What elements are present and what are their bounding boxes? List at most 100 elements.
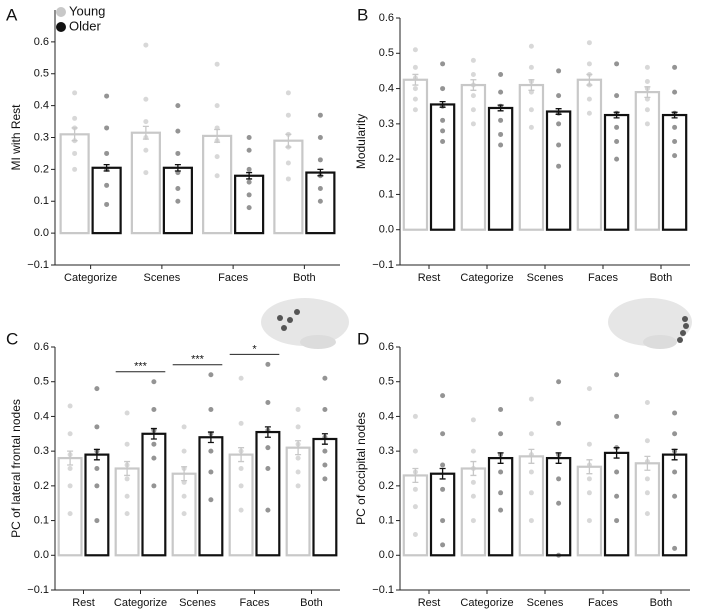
data-point	[214, 125, 220, 131]
x-tick-label: Both	[650, 597, 673, 609]
error-bar	[497, 104, 504, 112]
data-point	[672, 89, 678, 95]
data-point	[238, 483, 244, 489]
y-tick-label: −0.1	[372, 584, 394, 596]
data-point	[285, 144, 291, 150]
data-point	[614, 139, 620, 144]
data-point	[295, 455, 301, 461]
data-point	[440, 61, 446, 67]
data-point	[440, 486, 446, 492]
data-point	[208, 448, 214, 454]
data-point	[412, 469, 418, 475]
data-point	[470, 466, 476, 471]
data-point	[440, 518, 446, 524]
data-point	[440, 542, 446, 548]
data-point	[143, 147, 149, 153]
brain-icon	[608, 298, 692, 349]
y-tick-label: 0.3	[379, 118, 394, 130]
data-point	[586, 462, 592, 468]
y-tick-label: 0.5	[34, 376, 49, 388]
y-tick-label: 0.6	[34, 341, 49, 353]
data-point	[644, 490, 650, 496]
data-point	[151, 427, 157, 433]
data-point	[124, 441, 130, 447]
error-bar	[613, 111, 620, 119]
data-point	[322, 448, 328, 454]
data-point	[440, 103, 446, 109]
data-point	[322, 375, 328, 381]
data-point	[214, 154, 220, 160]
error-bar	[103, 163, 110, 172]
data-point	[556, 93, 562, 99]
data-point	[67, 466, 73, 471]
data-point	[614, 156, 620, 162]
data-point	[644, 64, 650, 70]
data-point	[528, 64, 534, 70]
data-point	[528, 89, 534, 95]
data-point	[556, 163, 562, 169]
data-point	[143, 96, 149, 102]
data-point	[322, 462, 328, 468]
data-point	[208, 497, 214, 503]
data-point	[470, 121, 476, 127]
data-point	[317, 157, 323, 163]
data-point	[556, 476, 562, 482]
y-tick-label: 0.3	[34, 445, 49, 457]
bar	[202, 134, 233, 235]
data-point	[614, 61, 620, 67]
legend-marker	[56, 22, 66, 32]
data-point	[67, 511, 73, 517]
data-point	[470, 479, 476, 485]
x-tick-label: Rest	[72, 597, 95, 609]
data-point	[412, 413, 418, 419]
data-point	[440, 86, 446, 92]
bar	[545, 456, 572, 557]
data-point	[124, 511, 130, 517]
data-point	[317, 186, 323, 191]
data-point	[672, 110, 678, 116]
data-point	[412, 96, 418, 102]
data-point	[498, 89, 504, 95]
data-point	[412, 75, 418, 81]
y-tick-label: 0.0	[34, 227, 49, 239]
data-point	[412, 531, 418, 537]
data-point	[528, 124, 534, 130]
error-bar	[174, 163, 181, 172]
data-point	[586, 476, 592, 482]
y-tick-label: 0.3	[379, 445, 394, 457]
data-point	[556, 500, 562, 506]
y-tick-label: 0.4	[379, 82, 394, 94]
data-point	[470, 57, 476, 63]
y-tick-label: 0.5	[379, 47, 394, 59]
data-point	[246, 192, 252, 198]
data-point	[498, 431, 504, 437]
y-tick-label: 0.1	[379, 188, 394, 200]
data-point	[644, 96, 650, 102]
data-point	[214, 138, 220, 144]
data-point	[143, 119, 149, 125]
data-point	[556, 552, 562, 558]
data-point	[72, 166, 78, 172]
data-point	[672, 139, 678, 144]
error-bar	[555, 108, 562, 115]
data-point	[214, 173, 220, 179]
data-point	[586, 82, 592, 88]
y-tick-label: 0.1	[34, 195, 49, 207]
x-tick-label: Both	[293, 272, 316, 284]
y-tick-label: 0.1	[379, 514, 394, 526]
bar	[661, 113, 688, 231]
data-point	[94, 448, 100, 454]
bar	[255, 430, 281, 557]
data-point	[322, 476, 328, 482]
data-point	[586, 40, 592, 46]
data-point	[72, 150, 78, 156]
x-tick-label: Categorize	[460, 272, 513, 284]
data-point	[556, 452, 562, 458]
data-point	[644, 79, 650, 85]
data-point	[586, 71, 592, 77]
data-point	[672, 545, 678, 551]
data-point	[317, 173, 323, 179]
data-point	[644, 438, 650, 444]
data-point	[214, 61, 220, 67]
data-point	[470, 93, 476, 99]
